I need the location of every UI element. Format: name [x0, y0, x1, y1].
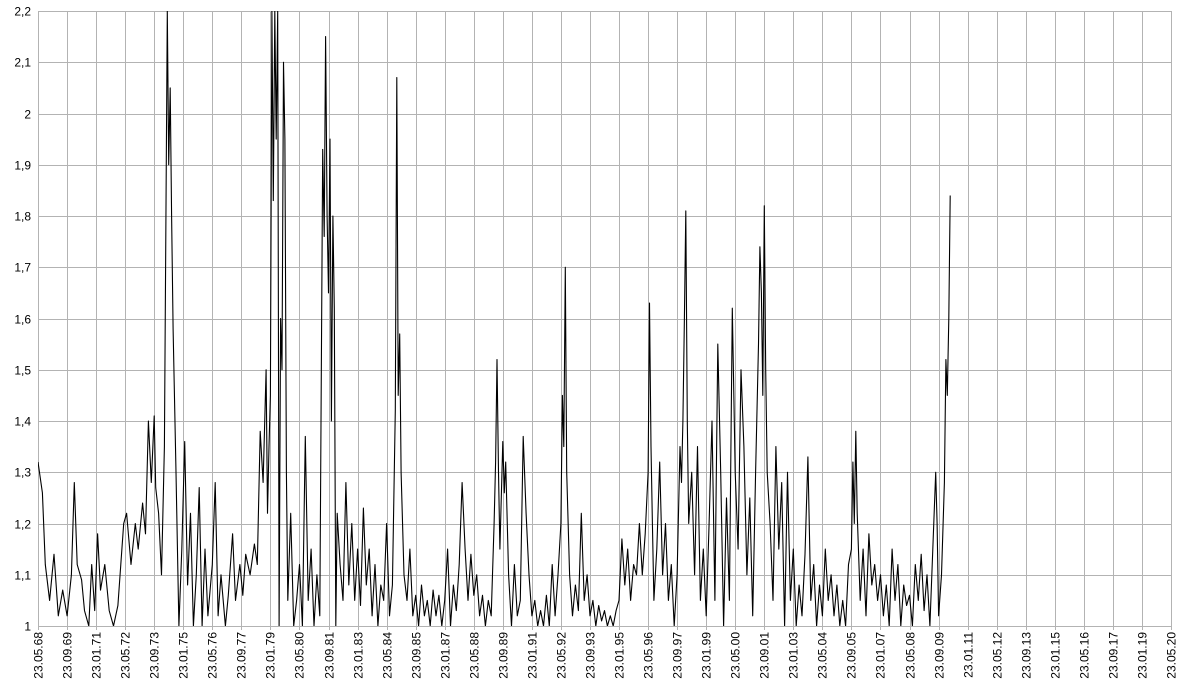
y-tick-label: 1,2	[14, 518, 31, 532]
x-tick-label: 23.09.17	[1107, 632, 1121, 679]
x-tick-label: 23.05.88	[468, 632, 482, 679]
x-tick-label: 23.09.05	[845, 632, 859, 679]
y-tick-label: 1,3	[14, 466, 31, 480]
x-tick-label: 23.01.15	[1049, 632, 1063, 679]
x-tick-label: 23.05.76	[206, 632, 220, 679]
x-tick-label: 23.09.13	[1020, 632, 1034, 679]
x-tick-label: 23.09.01	[758, 632, 772, 679]
y-tick-label: 2	[24, 108, 31, 122]
x-tick-label: 23.01.91	[526, 632, 540, 679]
x-tick-label: 23.09.89	[497, 632, 511, 679]
y-tick-label: 1,9	[14, 159, 31, 173]
x-tick-label: 23.01.19	[1136, 632, 1150, 679]
chart-gridlines	[38, 11, 1172, 630]
x-tick-label: 23.05.16	[1078, 632, 1092, 679]
x-tick-label: 23.01.71	[90, 632, 104, 679]
x-tick-label: 23.05.00	[729, 632, 743, 679]
x-tick-label: 23.05.72	[119, 632, 133, 679]
y-tick-label: 1,1	[14, 569, 31, 583]
x-tick-label: 23.09.73	[148, 632, 162, 679]
x-tick-label: 23.01.03	[787, 632, 801, 679]
x-axis-tick-labels: 23.05.68 23.09.69 23.01.71 23.05.72 23.09.73…	[32, 632, 1179, 679]
x-tick-label: 23.09.69	[61, 632, 75, 679]
x-tick-label: 23.05.04	[816, 632, 830, 679]
y-tick-label: 1,7	[14, 261, 31, 275]
x-tick-label: 23.01.83	[352, 632, 366, 679]
x-tick-label: 23.05.92	[555, 632, 569, 679]
x-tick-label: 23.05.12	[991, 632, 1005, 679]
series-line	[38, 11, 951, 626]
x-tick-label: 23.05.08	[904, 632, 918, 679]
y-tick-label: 1	[24, 620, 31, 634]
y-tick-label: 1,5	[14, 364, 31, 378]
x-tick-label: 23.01.99	[700, 632, 714, 679]
x-tick-label: 23.05.20	[1165, 632, 1179, 679]
x-tick-label: 23.09.93	[584, 632, 598, 679]
x-tick-label: 23.09.85	[410, 632, 424, 679]
y-tick-label: 1,8	[14, 210, 31, 224]
x-tick-label: 23.05.80	[293, 632, 307, 679]
x-tick-label: 23.01.79	[264, 632, 278, 679]
x-tick-label: 23.05.84	[381, 632, 395, 679]
y-tick-label: 2,1	[14, 56, 31, 70]
x-tick-label: 23.01.87	[439, 632, 453, 679]
x-tick-label: 23.09.97	[671, 632, 685, 679]
x-tick-label: 23.01.95	[613, 632, 627, 679]
series-layer	[38, 11, 951, 626]
x-tick-label: 23.09.09	[933, 632, 947, 679]
y-tick-label: 1,6	[14, 313, 31, 327]
x-tick-label: 23.01.07	[874, 632, 888, 679]
x-tick-label: 23.05.68	[32, 632, 46, 679]
x-tick-label: 23.09.77	[235, 632, 249, 679]
x-tick-label: 23.01.75	[177, 632, 191, 679]
x-tick-label: 23.05.96	[642, 632, 656, 679]
x-tick-label: 23.01.11	[962, 632, 976, 678]
y-tick-label: 1,4	[14, 415, 31, 429]
y-axis-tick-labels: 1 1,1 1,2 1,3 1,4 1,5 1,6 1,7 1,8 1,9 2 2,1 2,2	[14, 5, 31, 634]
x-tick-label: 23.09.81	[323, 632, 337, 679]
y-tick-label: 2,2	[14, 5, 31, 19]
